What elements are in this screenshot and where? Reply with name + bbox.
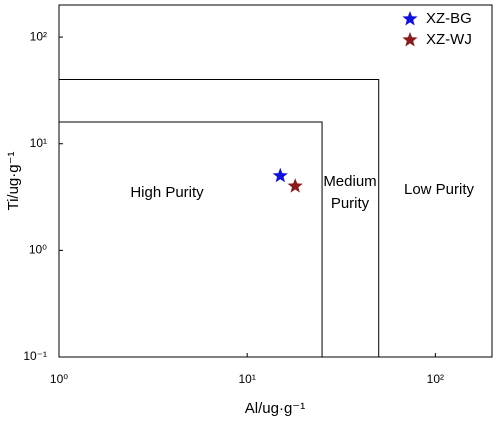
legend-marker (402, 11, 418, 26)
legend-label: XZ-BG (426, 10, 472, 27)
point (287, 178, 303, 193)
boundary (59, 121, 323, 357)
x-tick-label: 10¹ (239, 372, 256, 386)
y-tick-label: 10⁰ (29, 243, 47, 257)
annotation: Purity (331, 195, 370, 212)
x-tick-label: 10² (427, 372, 444, 386)
point (272, 167, 288, 183)
annotation: High Purity (130, 184, 204, 201)
y-tick-label: 10² (30, 29, 47, 43)
x-tick-label: 10⁰ (50, 372, 68, 386)
legend-label: XZ-WJ (426, 31, 472, 48)
plot-frame (58, 4, 493, 358)
y-axis-label: Ti/ug·g⁻¹ (5, 151, 22, 210)
y-tick-label: 10⁻¹ (23, 349, 47, 363)
annotation: Low Purity (404, 181, 475, 198)
x-axis-label: Al/ug·g⁻¹ (245, 400, 305, 417)
y-tick-label: 10¹ (30, 136, 47, 150)
annotation: Medium (323, 173, 376, 190)
legend-marker (402, 32, 418, 47)
boundary (59, 79, 380, 357)
